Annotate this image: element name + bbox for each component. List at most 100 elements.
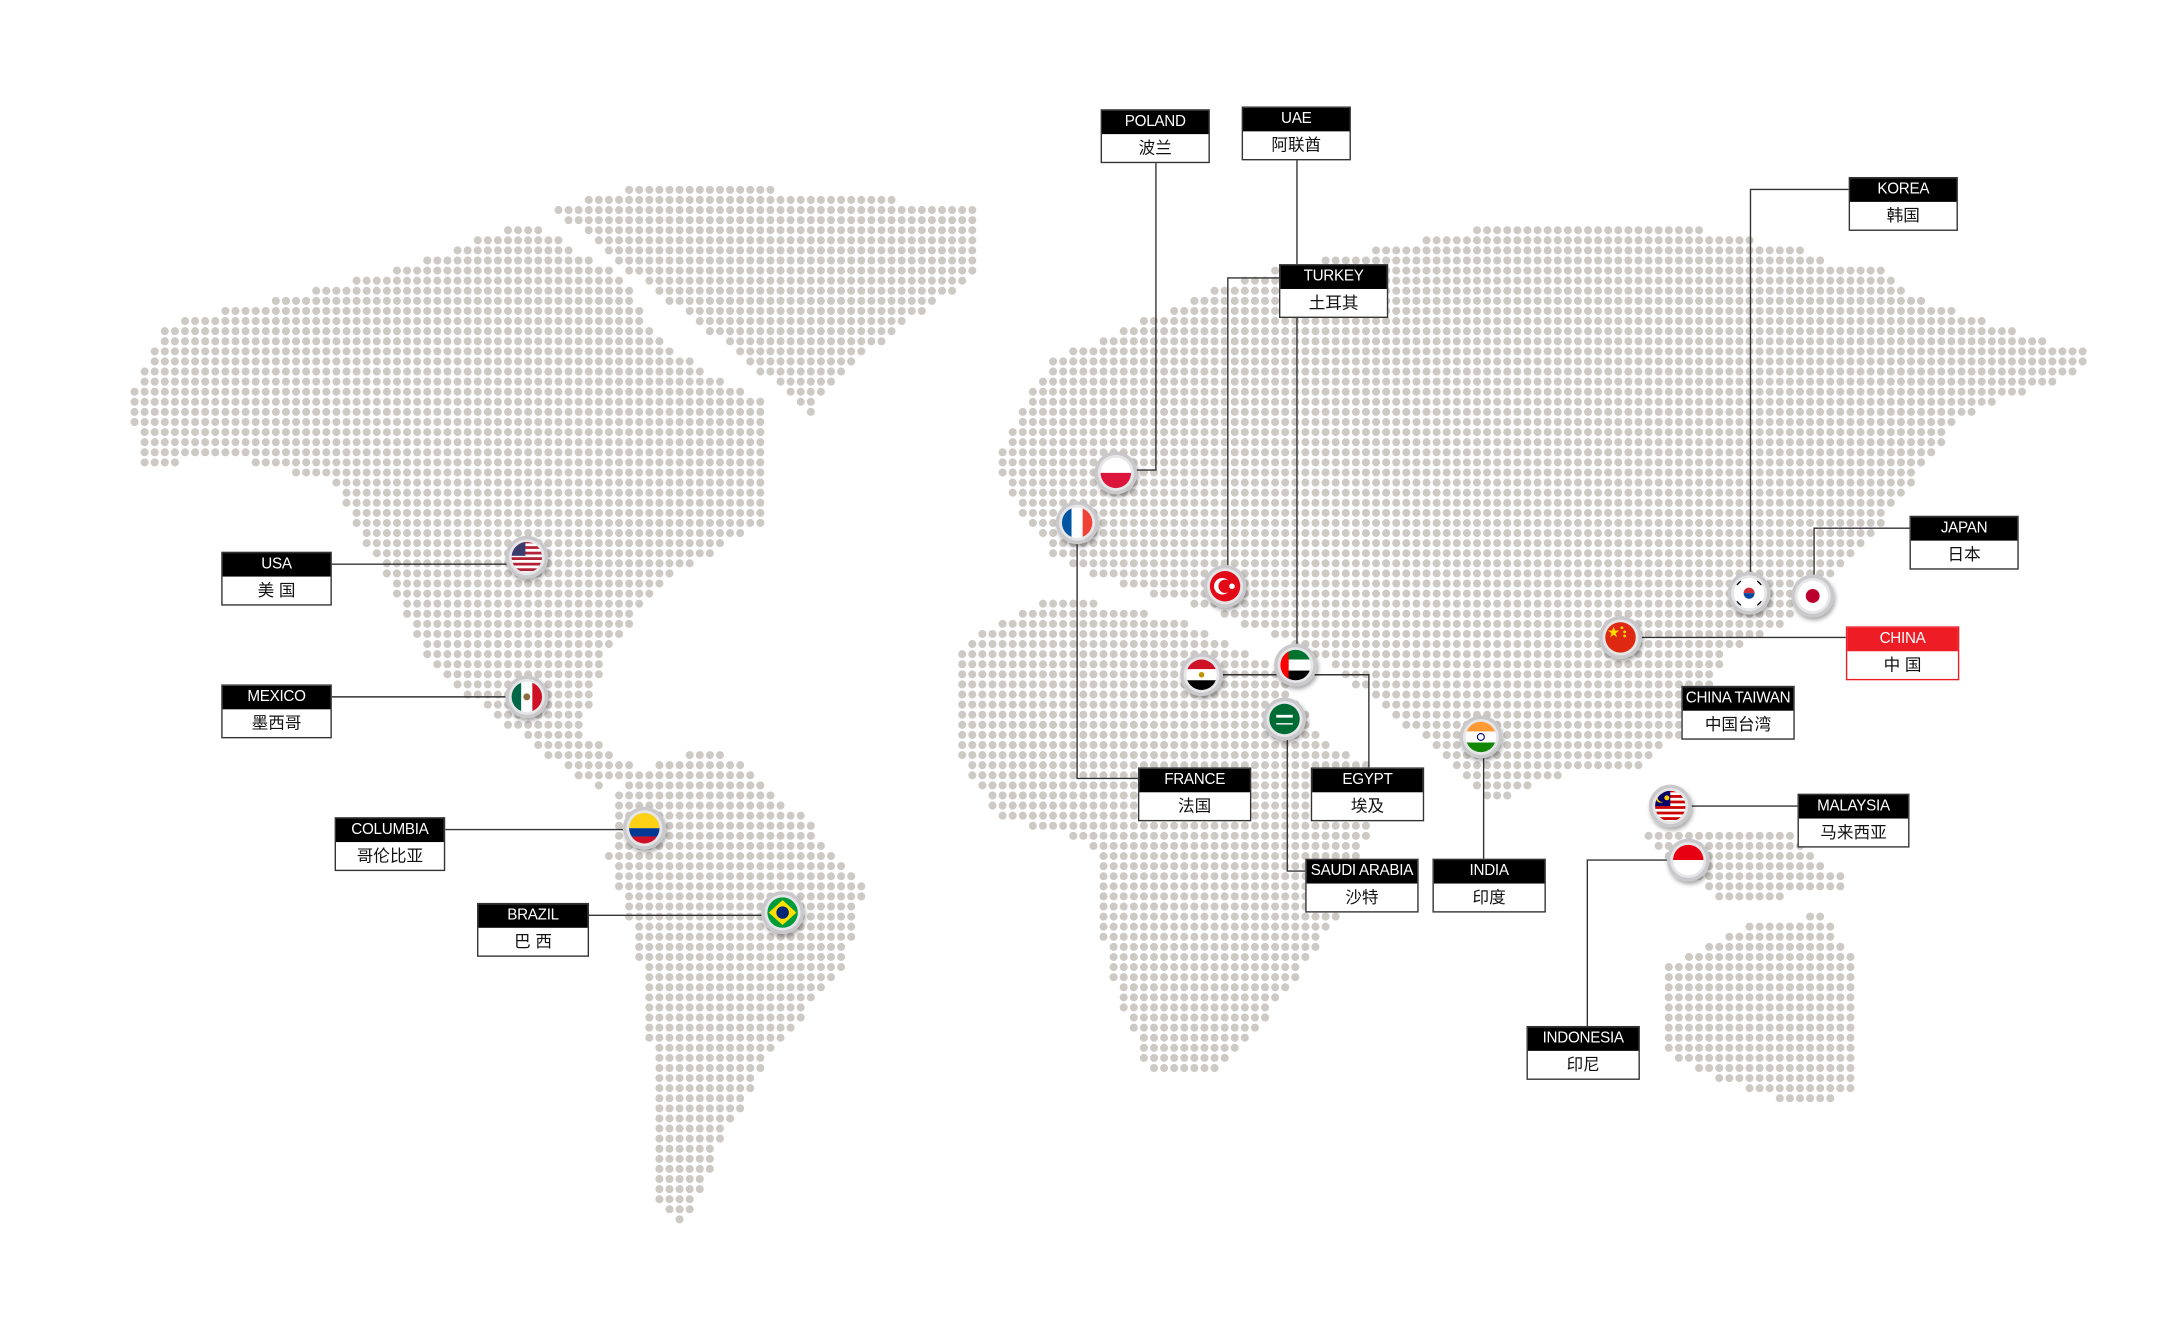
land-dot bbox=[625, 347, 634, 356]
land-dot bbox=[332, 377, 341, 386]
land-dot bbox=[392, 317, 401, 326]
land-dot bbox=[776, 226, 785, 235]
land-dot bbox=[1513, 236, 1522, 245]
land-dot bbox=[544, 579, 553, 588]
land-dot bbox=[1503, 468, 1512, 477]
land-dot bbox=[1483, 549, 1492, 558]
land-dot bbox=[1826, 357, 1835, 366]
land-dot bbox=[261, 397, 270, 406]
land-dot bbox=[1624, 559, 1633, 568]
land-dot bbox=[625, 377, 634, 386]
land-dot bbox=[1301, 407, 1310, 416]
land-dot bbox=[2018, 387, 2027, 396]
land-dot bbox=[594, 296, 603, 305]
land-dot bbox=[503, 438, 513, 447]
land-dot bbox=[655, 539, 664, 548]
land-dot bbox=[1513, 296, 1522, 305]
land-dot bbox=[1856, 306, 1865, 315]
land-dot bbox=[1341, 579, 1350, 588]
land-dot bbox=[332, 337, 341, 346]
land-dot bbox=[443, 387, 452, 396]
land-dot bbox=[1503, 498, 1512, 507]
land-dot bbox=[1705, 498, 1714, 507]
land-dot bbox=[1715, 266, 1724, 275]
land-dot bbox=[1886, 468, 1895, 477]
land-dot bbox=[1846, 468, 1855, 477]
land-dot bbox=[1361, 417, 1370, 427]
land-dot bbox=[615, 458, 624, 467]
land-dot bbox=[342, 498, 351, 507]
land-dot bbox=[1261, 498, 1270, 507]
land-dot bbox=[705, 397, 714, 406]
land-dot bbox=[1109, 539, 1118, 548]
land-dot bbox=[1735, 417, 1744, 427]
land-dot bbox=[534, 317, 543, 326]
land-dot bbox=[433, 377, 442, 386]
land-dot bbox=[261, 438, 270, 447]
land-dot bbox=[1705, 246, 1714, 255]
land-dot bbox=[806, 206, 815, 215]
land-dot bbox=[1149, 579, 1159, 588]
land-dot bbox=[1089, 367, 1098, 376]
land-dot bbox=[655, 448, 664, 457]
land-dot bbox=[1462, 539, 1471, 548]
land-dot bbox=[1735, 529, 1744, 538]
land-dot bbox=[736, 337, 745, 346]
land-dot bbox=[645, 236, 654, 245]
land-dot bbox=[554, 347, 563, 356]
land-dot bbox=[1472, 407, 1481, 416]
land-dot bbox=[443, 266, 452, 275]
land-dot bbox=[534, 236, 543, 245]
land-dot bbox=[473, 397, 482, 406]
land-dot bbox=[1361, 549, 1370, 558]
land-dot bbox=[1462, 438, 1471, 447]
land-dot bbox=[231, 317, 240, 326]
land-dot bbox=[1795, 488, 1804, 497]
land-dot bbox=[1079, 478, 1088, 487]
land-dot bbox=[715, 236, 724, 245]
land-dot bbox=[170, 448, 179, 457]
land-dot bbox=[655, 488, 664, 497]
land-dot bbox=[1684, 508, 1693, 517]
land-dot bbox=[1503, 226, 1512, 235]
land-dot bbox=[130, 387, 139, 396]
land-dot bbox=[1059, 387, 1068, 396]
land-dot bbox=[1503, 518, 1512, 527]
land-dot bbox=[1907, 327, 1916, 336]
land-dot bbox=[1765, 327, 1774, 336]
land-dot bbox=[1896, 397, 1905, 406]
land-dot bbox=[1826, 407, 1835, 416]
land-dot bbox=[1604, 377, 1613, 386]
land-dot bbox=[756, 317, 765, 326]
land-dot bbox=[1917, 327, 1926, 336]
land-dot bbox=[514, 337, 523, 346]
land-dot bbox=[332, 428, 341, 437]
land-dot bbox=[1281, 478, 1290, 487]
land-dot bbox=[1664, 236, 1673, 245]
land-dot bbox=[1674, 498, 1683, 507]
land-dot bbox=[625, 327, 634, 336]
land-dot bbox=[1230, 518, 1239, 527]
land-dot bbox=[1452, 347, 1461, 356]
land-dot bbox=[1372, 529, 1381, 538]
land-dot bbox=[665, 286, 674, 295]
land-dot bbox=[584, 539, 593, 548]
land-dot bbox=[594, 226, 603, 235]
land-dot bbox=[483, 246, 492, 255]
land-dot bbox=[1190, 317, 1199, 326]
land-dot bbox=[1281, 327, 1290, 336]
land-dot bbox=[312, 377, 321, 386]
land-dot bbox=[443, 448, 452, 457]
land-dot bbox=[1180, 407, 1189, 416]
land-dot bbox=[1493, 498, 1502, 507]
land-dot bbox=[2028, 337, 2037, 346]
land-dot bbox=[837, 226, 846, 235]
land-dot bbox=[554, 276, 563, 285]
land-dot bbox=[1361, 478, 1370, 487]
land-dot bbox=[191, 448, 200, 457]
land-dot bbox=[524, 468, 533, 477]
land-dot bbox=[1634, 286, 1643, 295]
land-dot bbox=[473, 296, 482, 305]
land-dot bbox=[1836, 337, 1845, 346]
land-dot bbox=[786, 306, 795, 315]
